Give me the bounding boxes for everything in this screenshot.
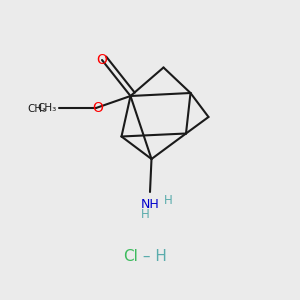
- Text: H: H: [164, 194, 172, 207]
- Text: NH: NH: [141, 197, 160, 211]
- Text: CH₃: CH₃: [38, 103, 57, 113]
- Text: H: H: [140, 208, 149, 221]
- Text: – H: – H: [138, 249, 167, 264]
- Text: CH₃: CH₃: [27, 104, 46, 115]
- Text: O: O: [92, 101, 103, 115]
- Text: Cl: Cl: [123, 249, 138, 264]
- Text: O: O: [97, 53, 107, 67]
